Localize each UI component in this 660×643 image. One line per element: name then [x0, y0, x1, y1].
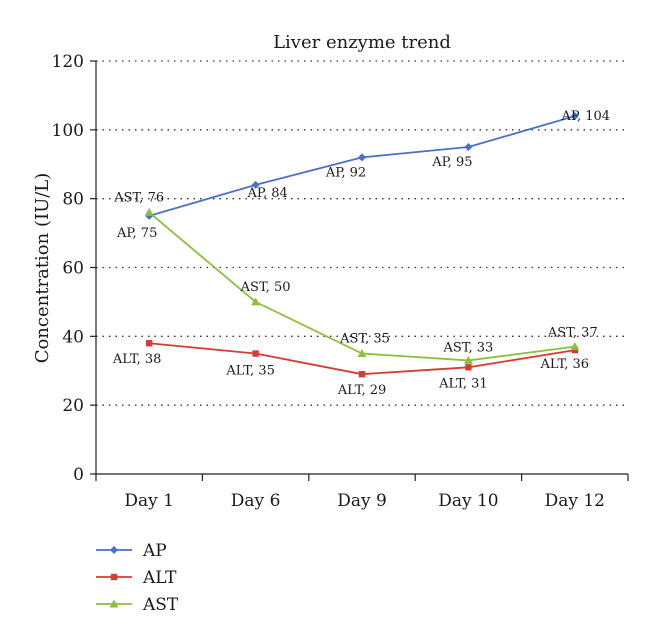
x-tick-label: Day 6 [231, 491, 281, 511]
series-lines [144, 112, 580, 378]
data-label: ALT, 38 [112, 352, 162, 367]
data-labels: AP, 75 AP, 84 AP, 92 AP, 95 AP, 104 ALT, 38 AL… [112, 109, 610, 398]
legend-item-ap: AP [96, 541, 167, 561]
legend: AP ALT AST [96, 541, 179, 615]
x-tick-label: Day 1 [124, 491, 174, 511]
series-ast [144, 207, 580, 364]
data-label: AP, 75 [116, 226, 157, 241]
data-point [358, 370, 366, 378]
data-label: ALT, 35 [225, 364, 275, 379]
data-point [110, 573, 118, 581]
y-tick-label: 40 [62, 327, 84, 347]
x-tick-label: Day 9 [337, 491, 387, 511]
y-axis-label: Concentration (IU/L) [32, 173, 53, 364]
legend-label: AP [142, 541, 167, 561]
data-point [357, 349, 367, 358]
data-label: AST, 33 [442, 340, 493, 355]
data-label: AST, 35 [339, 332, 390, 347]
y-tick-label: 60 [62, 259, 84, 279]
data-label: AP, 104 [561, 109, 611, 124]
x-tick-labels: Day 1 Day 6 Day 9 Day 10 Day 12 [124, 491, 605, 511]
data-point [110, 546, 118, 554]
data-label: AP, 92 [325, 165, 366, 180]
data-label: AP, 84 [246, 186, 287, 201]
data-point [251, 297, 261, 306]
legend-label: AST [142, 595, 179, 615]
data-point [251, 180, 260, 189]
chart-title: Liver enzyme trend [273, 32, 451, 53]
data-point [570, 342, 580, 351]
data-point [252, 350, 259, 357]
data-point [144, 207, 154, 216]
data-label: ALT, 29 [337, 383, 387, 398]
data-point [463, 355, 473, 364]
y-tick-labels: 0 20 40 60 80 100 120 [52, 52, 84, 485]
y-tick-label: 100 [52, 121, 84, 141]
data-label: AST, 50 [240, 280, 291, 295]
gridlines [96, 60, 628, 406]
x-tick-label: Day 10 [438, 491, 498, 511]
y-tick-label: 80 [62, 190, 84, 210]
data-label: AP, 95 [431, 155, 472, 170]
y-tick-label: 0 [73, 465, 84, 485]
legend-label: ALT [142, 568, 177, 588]
series-line [149, 342, 575, 376]
data-point [465, 364, 472, 371]
data-point [109, 599, 119, 608]
legend-item-ast: AST [96, 595, 179, 615]
y-tick-label: 120 [52, 52, 84, 72]
data-point [464, 143, 473, 152]
data-label: AST, 76 [113, 190, 164, 205]
legend-item-alt: ALT [96, 568, 177, 588]
x-tick-label: Day 12 [545, 491, 605, 511]
data-point [358, 153, 366, 162]
axes [90, 60, 629, 481]
y-tick-label: 20 [62, 396, 84, 416]
data-label: AST, 37 [547, 326, 598, 341]
data-point [570, 112, 579, 121]
data-point [146, 340, 153, 347]
data-label: ALT, 31 [438, 376, 488, 391]
data-label: ALT, 36 [540, 357, 590, 372]
